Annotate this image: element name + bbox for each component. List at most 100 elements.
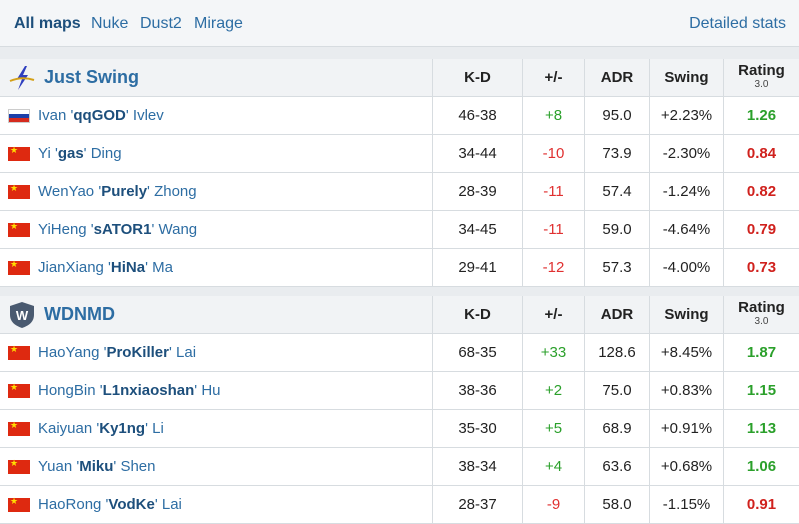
detailed-stats-link[interactable]: Detailed stats — [689, 15, 786, 32]
player-row: Yuan 'Miku' Shen 38-34+463.6+0.68%1.06 — [0, 448, 799, 486]
player-nickname: Miku — [79, 458, 114, 475]
player-row: Ivan ' qqGOD ' Ivlev 46-38 +8 95.0 +2.23% 1.26 — [0, 97, 799, 135]
kd-value: 38-34 — [432, 448, 522, 485]
player-nickname: VodKe — [108, 496, 155, 513]
rating-value: 0.79 — [723, 211, 799, 248]
plus-minus-value: -11 — [522, 173, 584, 210]
player-first-name: Yi ' — [38, 145, 58, 162]
swing-value: +8.45% — [649, 334, 723, 371]
tab-mirage[interactable]: Mirage — [194, 15, 243, 32]
plus-minus-value: -12 — [522, 249, 584, 286]
rating-value: 1.13 — [723, 410, 799, 447]
rating-header-label: Rating — [738, 61, 785, 79]
rating-header-version: 3.0 — [754, 78, 769, 90]
china-flag-icon — [8, 183, 30, 199]
player-last-name: ' Hu — [194, 382, 221, 399]
player-last-name: ' Li — [145, 420, 164, 437]
adr-header: ADR — [584, 296, 649, 333]
swing-value: -1.15% — [649, 486, 723, 523]
player-link[interactable]: Kaiyuan 'Ky1ng' Li — [8, 410, 164, 447]
plus-minus-value: +5 — [522, 410, 584, 447]
svg-text:W: W — [16, 308, 29, 323]
player-link[interactable]: HongBin 'L1nxiaoshan' Hu — [8, 372, 221, 409]
tab-all-maps[interactable]: All maps — [14, 15, 81, 32]
plus-minus-header: +/- — [522, 296, 584, 333]
rating-header: Rating 3.0 — [723, 59, 799, 96]
plus-minus-value: -10 — [522, 135, 584, 172]
player-nickname: qqGOD — [73, 107, 126, 124]
team-name[interactable]: WDNMD — [44, 304, 115, 324]
player-link[interactable]: Yi 'gas' Ding — [8, 135, 122, 172]
kd-header: K-D — [432, 59, 522, 96]
tab-dust2[interactable]: Dust2 — [140, 15, 182, 32]
player-last-name: ' Lai — [169, 344, 197, 361]
kd-value: 34-44 — [432, 135, 522, 172]
player-nickname: ProKiller — [106, 344, 169, 361]
china-flag-icon — [8, 496, 30, 512]
china-flag-icon — [8, 344, 30, 360]
plus-minus-value: +33 — [522, 334, 584, 371]
player-link[interactable]: YiHeng 'sATOR1' Wang — [8, 211, 197, 248]
adr-value: 68.9 — [584, 410, 649, 447]
player-first-name: Kaiyuan ' — [38, 420, 100, 437]
player-nickname: gas — [57, 145, 84, 162]
kd-value: 68-35 — [432, 334, 522, 371]
rating-value: 0.84 — [723, 135, 799, 172]
player-link[interactable]: WenYao 'Purely' Zhong — [8, 173, 197, 210]
team-name[interactable]: Just Swing — [44, 67, 140, 87]
kd-value: 29-41 — [432, 249, 522, 286]
player-last-name: ' Lai — [154, 496, 182, 513]
player-row: WenYao 'Purely' Zhong 28-39-1157.4-1.24%0… — [0, 173, 799, 211]
tab-nuke[interactable]: Nuke — [91, 15, 129, 32]
player-link[interactable]: JianXiang 'HiNa' Ma — [8, 249, 173, 286]
team-table-just-swing: Just Swing K-D +/- ADR Swing Rating 3.0 … — [0, 59, 799, 287]
plus-minus-value: -9 — [522, 486, 584, 523]
player-link[interactable]: HaoYang 'ProKiller' Lai — [8, 334, 196, 371]
adr-value: 95.0 — [584, 97, 649, 134]
rating-value: 0.91 — [723, 486, 799, 523]
player-row: JianXiang 'HiNa' Ma 29-41-1257.3-4.00%0.7… — [0, 249, 799, 287]
rating-value: 0.82 — [723, 173, 799, 210]
adr-value: 63.6 — [584, 448, 649, 485]
rating-value: 1.15 — [723, 372, 799, 409]
player-first-name: JianXiang ' — [38, 259, 111, 276]
player-last-name: ' Ma — [145, 259, 173, 276]
player-link[interactable]: Yuan 'Miku' Shen — [8, 448, 156, 485]
swing-value: +0.68% — [649, 448, 723, 485]
player-last-name: ' Wang — [151, 221, 198, 238]
adr-value: 59.0 — [584, 211, 649, 248]
player-row: Kaiyuan 'Ky1ng' Li 35-30+568.9+0.91%1.13 — [0, 410, 799, 448]
swing-value: -4.64% — [649, 211, 723, 248]
player-link[interactable]: Ivan ' qqGOD ' Ivlev — [8, 97, 164, 134]
plus-minus-value: +8 — [522, 97, 584, 134]
player-last-name: ' Ivlev — [125, 107, 164, 124]
swing-value: -4.00% — [649, 249, 723, 286]
kd-header: K-D — [432, 296, 522, 333]
adr-value: 73.9 — [584, 135, 649, 172]
wdnmd-shield-logo-icon: W — [10, 302, 34, 328]
swing-header: Swing — [649, 59, 723, 96]
rating-value: 1.87 — [723, 334, 799, 371]
swing-value: +0.91% — [649, 410, 723, 447]
player-row: HaoRong 'VodKe' Lai 28-37-958.0-1.15%0.91 — [0, 486, 799, 524]
kd-value: 35-30 — [432, 410, 522, 447]
adr-value: 57.3 — [584, 249, 649, 286]
china-flag-icon — [8, 420, 30, 436]
team-header: Just Swing K-D +/- ADR Swing Rating 3.0 — [0, 59, 799, 97]
swing-header: Swing — [649, 296, 723, 333]
plus-minus-header: +/- — [522, 59, 584, 96]
russia-flag-icon — [8, 108, 30, 123]
player-link[interactable]: HaoRong 'VodKe' Lai — [8, 486, 182, 523]
china-flag-icon — [8, 382, 30, 398]
swing-value: +0.83% — [649, 372, 723, 409]
player-last-name: ' Shen — [113, 458, 156, 475]
kd-value: 38-36 — [432, 372, 522, 409]
china-flag-icon — [8, 221, 30, 237]
player-nickname: sATOR1 — [93, 221, 152, 238]
rating-header: Rating 3.0 — [723, 296, 799, 333]
adr-value: 58.0 — [584, 486, 649, 523]
swing-value: -1.24% — [649, 173, 723, 210]
player-row: HaoYang 'ProKiller' Lai 68-35+33128.6+8.4… — [0, 334, 799, 372]
player-first-name: HaoYang ' — [38, 344, 107, 361]
player-first-name: HaoRong ' — [38, 496, 109, 513]
